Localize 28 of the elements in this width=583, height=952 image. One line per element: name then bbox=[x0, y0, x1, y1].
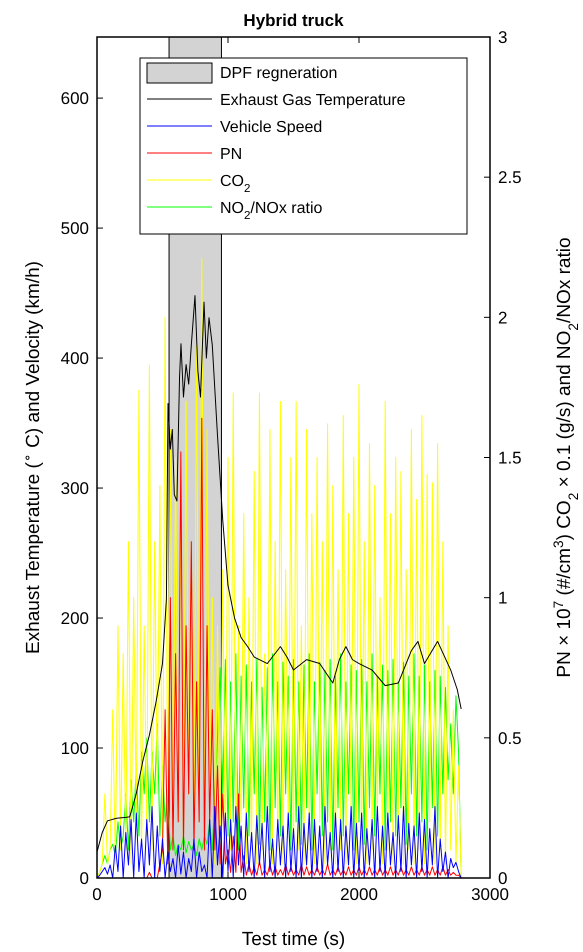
x-axis-title: Test time (s) bbox=[242, 929, 346, 950]
y-tick-label: 600 bbox=[60, 89, 89, 108]
y2-tick-label: 0.5 bbox=[498, 728, 522, 748]
x-tick-label: 3000 bbox=[471, 885, 509, 904]
x-tick-label: 1000 bbox=[209, 885, 247, 904]
y-tick-label: 0 bbox=[80, 869, 89, 888]
chart-title: Hybrid truck bbox=[243, 11, 344, 30]
x-tick-label: 0 bbox=[92, 885, 102, 904]
y2-tick-label: 0 bbox=[498, 869, 508, 888]
legend-label: NO$_{2}$/NOx ratio bbox=[220, 200, 323, 222]
legend-label: Exhaust Gas Temperature bbox=[220, 92, 406, 109]
y2-tick-label: 1.5 bbox=[498, 448, 522, 468]
y-tick-label: 100 bbox=[60, 739, 89, 758]
y2-tick-label: 2.5 bbox=[498, 168, 522, 188]
y2-tick-label: 3 bbox=[498, 28, 508, 47]
y-tick-label: 400 bbox=[60, 349, 89, 368]
x-tick-label: 2000 bbox=[340, 885, 378, 904]
line-series bbox=[96, 806, 462, 878]
legend-label: PN bbox=[220, 146, 242, 163]
legend-label: Vehicle Speed bbox=[220, 119, 322, 136]
y2-tick-label: 2 bbox=[498, 308, 508, 328]
y-tick-label: 500 bbox=[60, 219, 89, 238]
y-tick-label: 300 bbox=[60, 479, 89, 498]
band-label: DPF regneration bbox=[220, 65, 338, 82]
legend-label: CO$_{2}$ bbox=[220, 173, 250, 195]
line-series bbox=[146, 418, 462, 878]
y2-tick-label: 1 bbox=[498, 588, 508, 608]
y-tick-label: 200 bbox=[60, 609, 89, 628]
